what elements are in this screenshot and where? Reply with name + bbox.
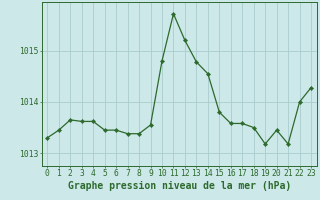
X-axis label: Graphe pression niveau de la mer (hPa): Graphe pression niveau de la mer (hPa) [68,181,291,191]
